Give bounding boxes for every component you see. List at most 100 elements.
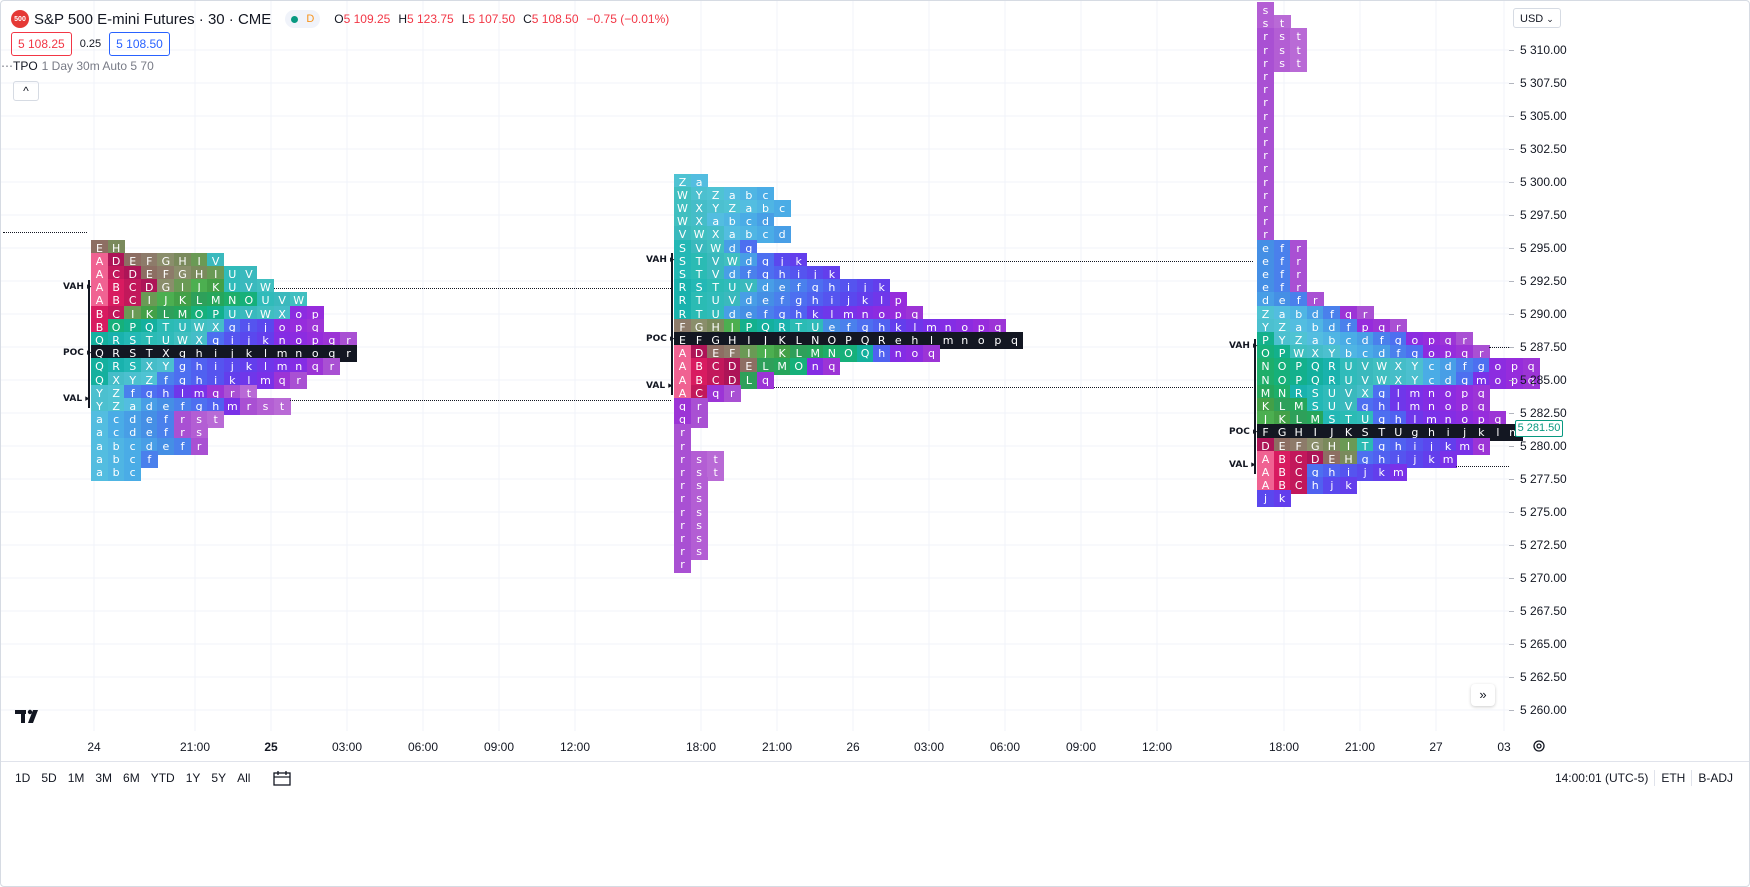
- range-button-ytd[interactable]: YTD: [150, 771, 175, 785]
- tpo-letter: L: [757, 358, 774, 376]
- tpo-letter: K: [1257, 397, 1274, 415]
- tpo-letter: I: [174, 279, 191, 297]
- tpo-letter: e: [1273, 292, 1291, 310]
- tpo-letter: r: [190, 437, 208, 455]
- currency-value: USD: [1520, 13, 1544, 25]
- tpo-letter: d: [757, 213, 774, 231]
- tpo-letter: R: [1290, 384, 1308, 402]
- range-button-5d[interactable]: 5D: [41, 771, 57, 785]
- tpo-letter: h: [1389, 411, 1407, 429]
- range-button-6m[interactable]: 6M: [123, 771, 140, 785]
- range-button-1m[interactable]: 1M: [67, 771, 85, 785]
- poc-label: POC ▸: [1229, 426, 1258, 437]
- indicator-name[interactable]: TPO: [13, 59, 38, 73]
- tpo-letter: c: [757, 186, 774, 204]
- tpo-letter: U: [806, 318, 824, 336]
- tpo-letter: V: [240, 279, 258, 297]
- tpo-letter: I: [1306, 424, 1324, 442]
- tpo-letter: M: [174, 305, 191, 323]
- tpo-letter: r: [1257, 54, 1274, 72]
- time-axis-label: 09:00: [1065, 740, 1097, 754]
- session-button[interactable]: ETH: [1661, 771, 1686, 785]
- tpo-letter: g: [174, 371, 191, 389]
- tpo-letter: H: [1290, 424, 1308, 442]
- tpo-letter: F: [674, 318, 691, 336]
- tpo-letter: i: [223, 331, 241, 349]
- tpo-letter: s: [1257, 15, 1274, 33]
- gear-icon[interactable]: [1531, 738, 1547, 754]
- tpo-letter: r: [674, 516, 691, 534]
- tpo-letter: q: [823, 358, 841, 376]
- tpo-letter: r: [674, 463, 691, 481]
- time-axis-label: 18:00: [685, 740, 717, 754]
- tpo-letter: e: [823, 318, 841, 336]
- tpo-letter: X: [107, 371, 125, 389]
- tpo-letter: b: [107, 450, 125, 468]
- delayed-data-badge[interactable]: D: [306, 13, 315, 25]
- tpo-letter: t: [1290, 54, 1308, 72]
- range-button-3m[interactable]: 3M: [95, 771, 113, 785]
- tpo-letter: b: [723, 213, 741, 231]
- tpo-letter: S: [124, 331, 142, 349]
- tpo-letter: T: [690, 252, 708, 270]
- tpo-letter: r: [1456, 331, 1474, 349]
- scroll-to-realtime-button[interactable]: »: [1471, 684, 1495, 706]
- symbol-legend[interactable]: 500 S&P 500 E-mini Futures · 30 · CME D …: [11, 9, 669, 29]
- tpo-letter: d: [1356, 331, 1374, 349]
- range-button-1y[interactable]: 1Y: [185, 771, 201, 785]
- tpo-letter: V: [740, 279, 758, 297]
- tpo-letter: A: [674, 358, 691, 376]
- tpo-letter: U: [223, 265, 241, 283]
- tpo-letter: r: [223, 384, 241, 402]
- tpo-letter: r: [1257, 94, 1274, 112]
- sell-price-button[interactable]: 5 108.25: [11, 32, 72, 56]
- current-price-label: 5 281.50: [1515, 420, 1563, 437]
- tpo-letter: o: [1489, 358, 1507, 376]
- tpo-letter: I: [124, 305, 142, 323]
- calendar-goto-icon[interactable]: [273, 770, 292, 786]
- buy-price-button[interactable]: 5 108.50: [109, 32, 170, 56]
- tpo-letter: T: [1373, 424, 1391, 442]
- tpo-letter: f: [124, 384, 142, 402]
- tpo-letter: t: [1290, 28, 1308, 46]
- indicator-drag-handle[interactable]: ⋯: [1, 59, 13, 73]
- tpo-letter: i: [790, 265, 808, 283]
- indicator-legend[interactable]: ⋯ TPO 1 Day 30m Auto 5 70: [1, 59, 154, 73]
- range-button-1d[interactable]: 1D: [15, 771, 31, 785]
- tpo-letter: k: [1423, 450, 1440, 468]
- tpo-letter: K: [773, 345, 791, 363]
- tpo-letter: m: [1472, 371, 1490, 389]
- collapse-legend-button[interactable]: ^: [13, 81, 39, 101]
- tpo-letter: M: [806, 345, 824, 363]
- tpo-letter: I: [190, 252, 208, 270]
- tpo-letter: d: [124, 411, 142, 429]
- symbol-title[interactable]: S&P 500 E-mini Futures · 30 · CME: [34, 10, 272, 28]
- tpo-letter: Z: [140, 371, 158, 389]
- tpo-letter: P: [124, 318, 142, 336]
- tpo-letter: l: [923, 331, 940, 349]
- tpo-letter: Q: [91, 358, 108, 376]
- clock-timezone-button[interactable]: 14:00:01 (UTC-5): [1554, 771, 1649, 785]
- tpo-letter: Y: [1273, 331, 1291, 349]
- tpo-letter: m: [840, 305, 857, 323]
- tpo-letter: m: [190, 384, 208, 402]
- tpo-letter: r: [674, 424, 691, 442]
- tradingview-logo-icon[interactable]: [15, 707, 43, 723]
- tpo-letter: d: [1306, 305, 1324, 323]
- tpo-letter: h: [1323, 463, 1341, 481]
- tpo-letter: S: [1306, 384, 1324, 402]
- tpo-letter: J: [757, 331, 774, 349]
- currency-select[interactable]: USD ⌄: [1513, 8, 1561, 28]
- tpo-letter: S: [1356, 424, 1374, 442]
- tpo-letter: l: [174, 384, 191, 402]
- tpo-letter: W: [290, 292, 308, 310]
- market-status-pill[interactable]: D: [285, 10, 321, 28]
- adjustment-button[interactable]: B-ADJ: [1698, 771, 1733, 785]
- range-button-5y[interactable]: 5Y: [211, 771, 227, 785]
- tpo-letter: H: [1323, 437, 1341, 455]
- tpo-letter: n: [1439, 411, 1457, 429]
- range-button-all[interactable]: All: [237, 771, 251, 785]
- val-label: VAL ▸: [1229, 459, 1256, 470]
- tpo-letter: q: [923, 345, 940, 363]
